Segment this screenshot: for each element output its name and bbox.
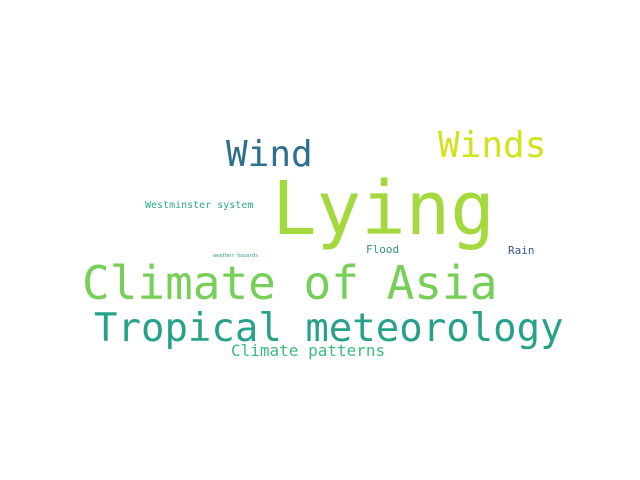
word-rain: Rain [508,244,535,257]
word-winds: Winds [438,125,547,166]
word-tropical-meteorology: Tropical meteorology [94,306,564,351]
word-weather-hazards: weather hazards [213,253,259,259]
word-westminster-system: Westminster system [145,200,254,211]
word-flood: Flood [366,243,400,256]
word-wind: Wind [226,134,313,175]
word-climate-patterns: Climate patterns [231,341,386,360]
word-lying: Lying [272,166,495,252]
word-climate-of-asia: Climate of Asia [82,256,498,310]
